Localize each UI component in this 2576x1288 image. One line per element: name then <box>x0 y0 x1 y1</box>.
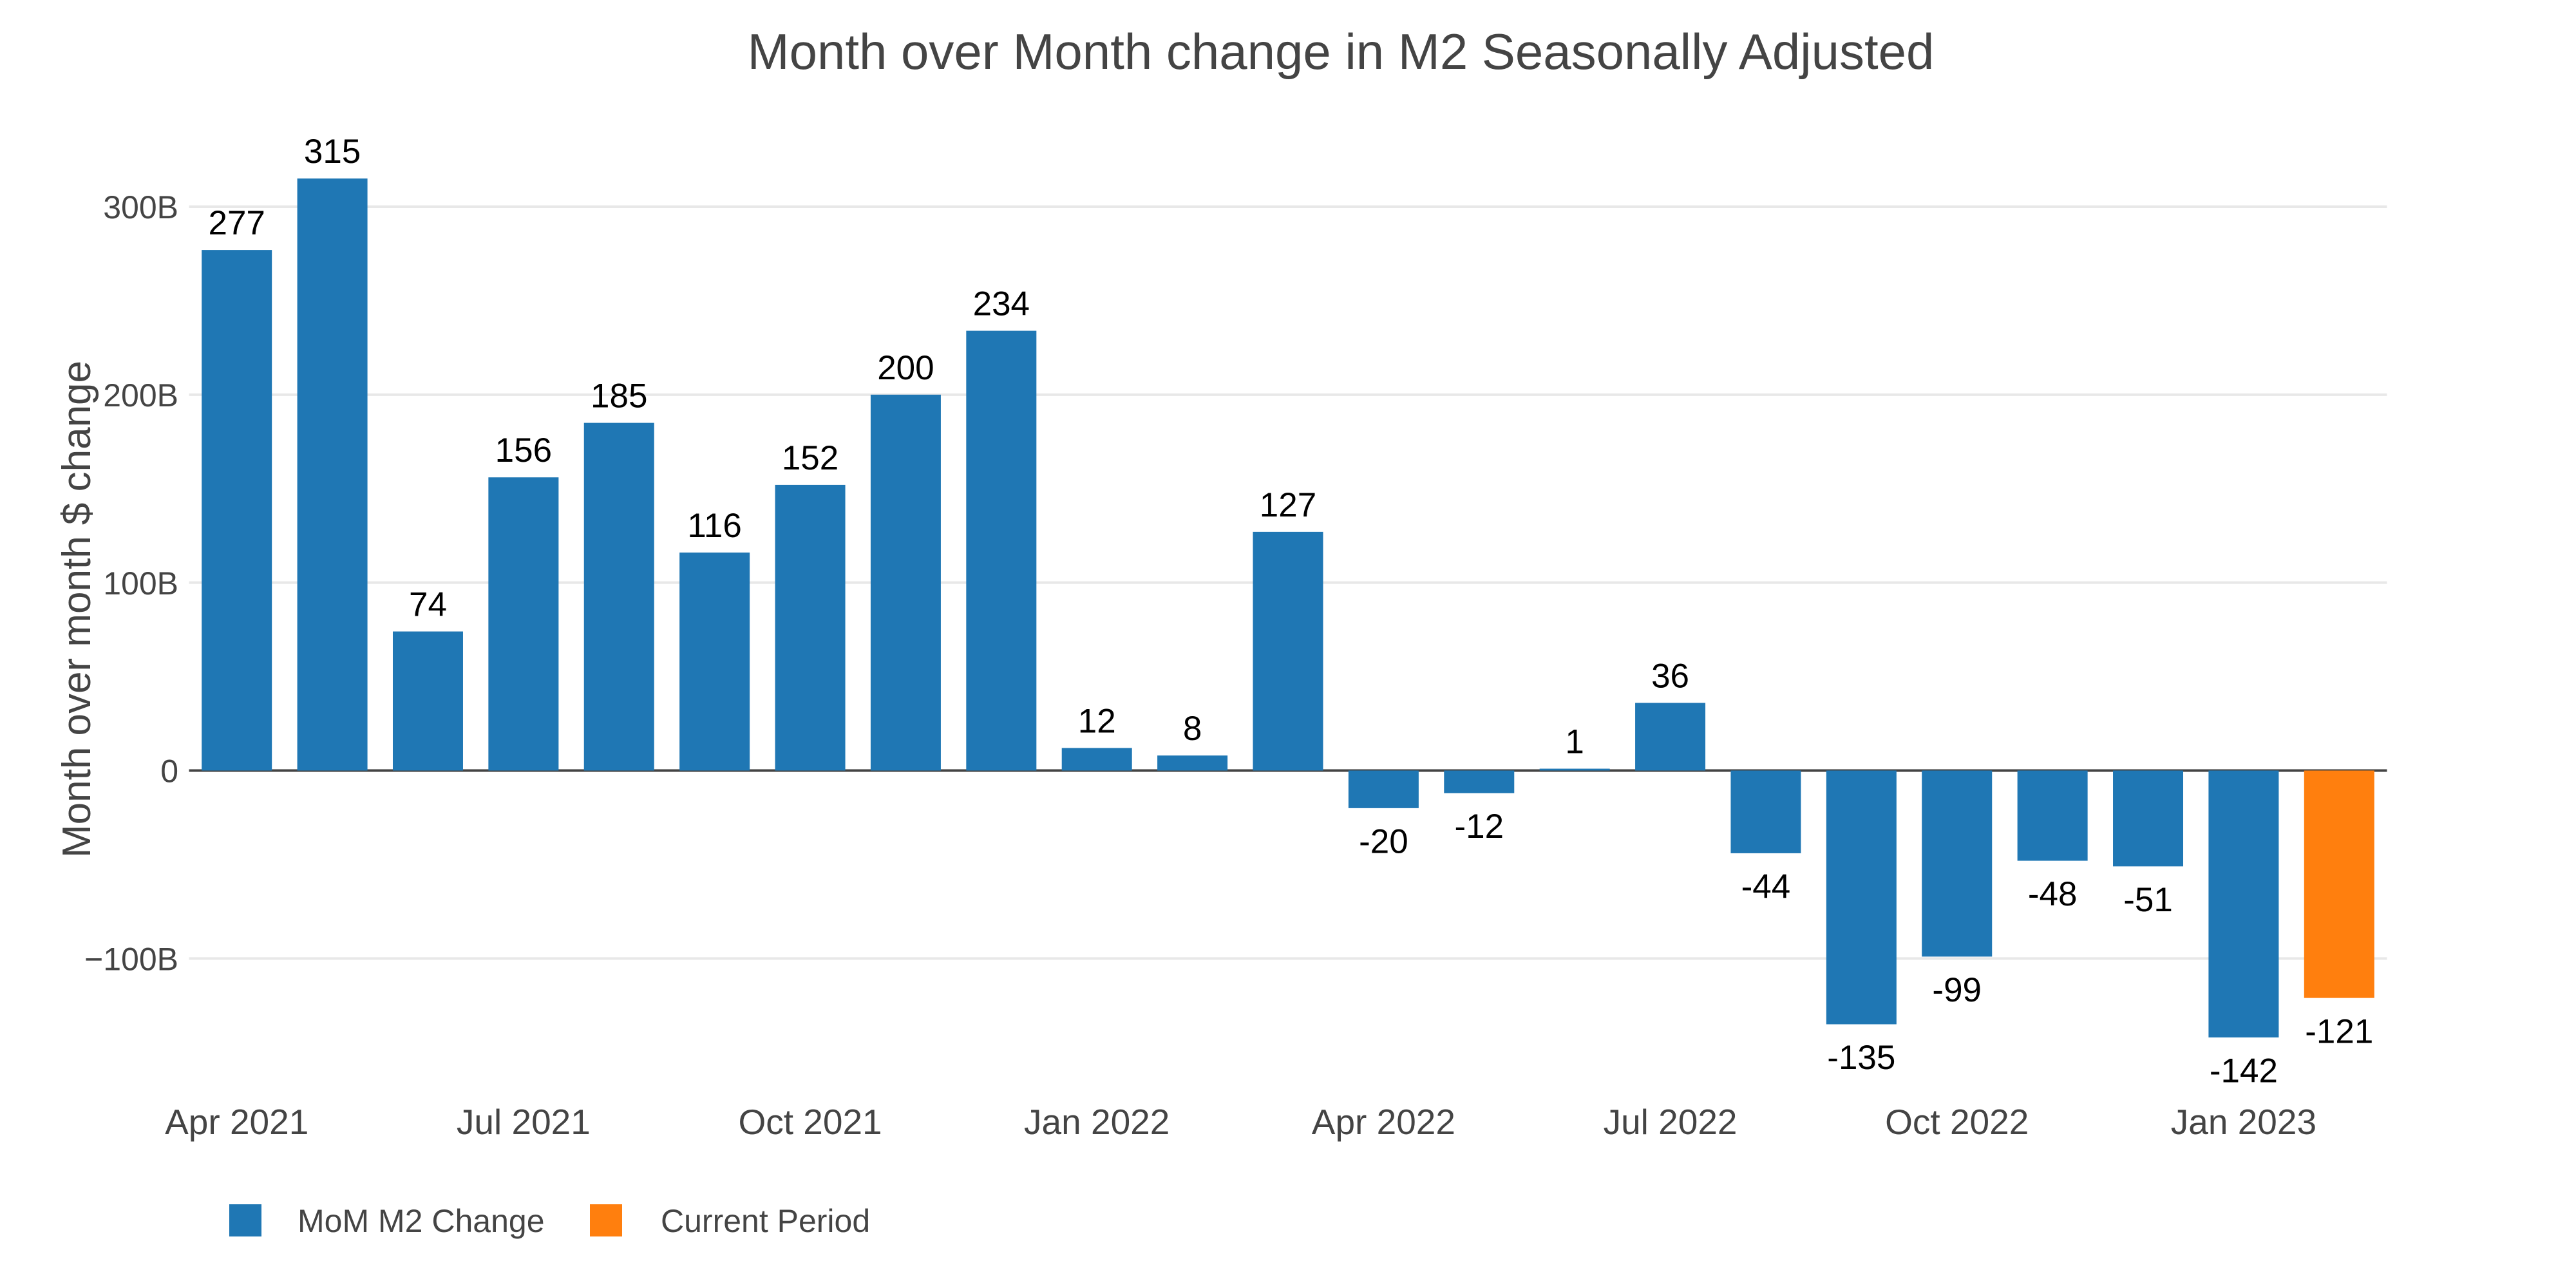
y-tick-label: 200B <box>103 377 178 413</box>
x-tick-label: Oct 2022 <box>1885 1102 2029 1142</box>
legend: MoM M2 Change Current Period <box>229 1203 870 1239</box>
bar-value-label: -135 <box>1827 1039 1895 1077</box>
x-tick-label: Jul 2021 <box>457 1102 591 1142</box>
chart-title: Month over Month change in M2 Seasonally… <box>748 23 1935 80</box>
bar[interactable] <box>392 631 463 771</box>
bar[interactable] <box>583 422 654 771</box>
legend-label-mom-m2-change: MoM M2 Change <box>298 1203 545 1239</box>
x-axis-tick-labels: Apr 2021 Jul 2021 Oct 2021 Jan 2022 Apr 2022… <box>165 1102 2316 1142</box>
bar[interactable] <box>202 250 272 771</box>
bar[interactable] <box>1253 531 1323 771</box>
bar[interactable] <box>1730 770 1801 853</box>
bar[interactable] <box>1157 755 1228 771</box>
bar[interactable] <box>1539 768 1610 771</box>
bar-value-label: 116 <box>687 507 742 545</box>
bar-value-label: -12 <box>1454 808 1504 846</box>
legend-item-current-period[interactable]: Current Period <box>590 1203 870 1239</box>
legend-label-current-period: Current Period <box>661 1203 870 1239</box>
bars <box>202 178 2374 1037</box>
bar-value-label: 8 <box>1183 710 1202 748</box>
bar[interactable] <box>775 484 846 771</box>
bar[interactable] <box>297 178 368 771</box>
x-tick-label: Jan 2023 <box>2171 1102 2316 1142</box>
x-tick-label: Apr 2022 <box>1312 1102 1455 1142</box>
bar-value-label: -142 <box>2210 1052 2278 1090</box>
bar-value-label: 185 <box>591 377 647 415</box>
bar-value-label: -99 <box>1932 971 1982 1009</box>
bar[interactable] <box>1061 748 1132 771</box>
bar-value-label: 74 <box>409 586 447 624</box>
bar[interactable] <box>870 394 941 771</box>
legend-item-mom-m2-change[interactable]: MoM M2 Change <box>229 1203 545 1239</box>
bar-value-label: 315 <box>304 133 361 171</box>
bar[interactable] <box>2017 770 2088 861</box>
bar-value-label: 234 <box>973 285 1030 323</box>
y-tick-label: 100B <box>103 565 178 601</box>
bar-value-label: -121 <box>2305 1012 2373 1050</box>
bar-value-label: -20 <box>1359 823 1408 861</box>
bar[interactable] <box>679 552 750 771</box>
bar[interactable] <box>2113 770 2184 867</box>
bar-value-label: -44 <box>1741 868 1791 906</box>
bar[interactable] <box>1635 703 1706 771</box>
bar-value-label: 1 <box>1565 723 1584 761</box>
bar-value-label: -48 <box>2028 875 2078 913</box>
x-tick-label: Apr 2021 <box>165 1102 308 1142</box>
y-tick-label: 300B <box>103 189 178 225</box>
legend-swatch-current-period <box>590 1204 622 1236</box>
y-tick-label: 0 <box>160 753 178 790</box>
bar[interactable] <box>1348 770 1419 808</box>
bar-value-label: -51 <box>2123 881 2173 919</box>
legend-swatch-mom-m2-change <box>229 1204 261 1236</box>
y-axis-tick-labels: 300B 200B 100B 0 −100B <box>84 189 178 977</box>
bar[interactable] <box>966 330 1037 771</box>
x-tick-label: Jan 2022 <box>1024 1102 1170 1142</box>
x-tick-label: Jul 2022 <box>1604 1102 1738 1142</box>
bar-value-label: 12 <box>1078 702 1116 740</box>
x-tick-label: Oct 2021 <box>738 1102 882 1142</box>
y-axis-title: Month over month $ change <box>55 361 99 858</box>
bar-value-label: 156 <box>495 431 552 469</box>
bar[interactable] <box>2208 770 2279 1037</box>
bar-current-period[interactable] <box>2304 770 2374 998</box>
bar-value-label: 277 <box>208 204 265 242</box>
bar-value-label: 200 <box>877 349 934 387</box>
bar-value-label: 36 <box>1651 657 1689 695</box>
bar-value-label: 152 <box>782 439 838 477</box>
bar[interactable] <box>1922 770 1993 957</box>
y-tick-label: −100B <box>84 942 178 978</box>
bar[interactable] <box>488 477 559 771</box>
bar-value-label: 127 <box>1260 486 1316 524</box>
bar[interactable] <box>1826 770 1897 1025</box>
bar[interactable] <box>1444 770 1515 793</box>
